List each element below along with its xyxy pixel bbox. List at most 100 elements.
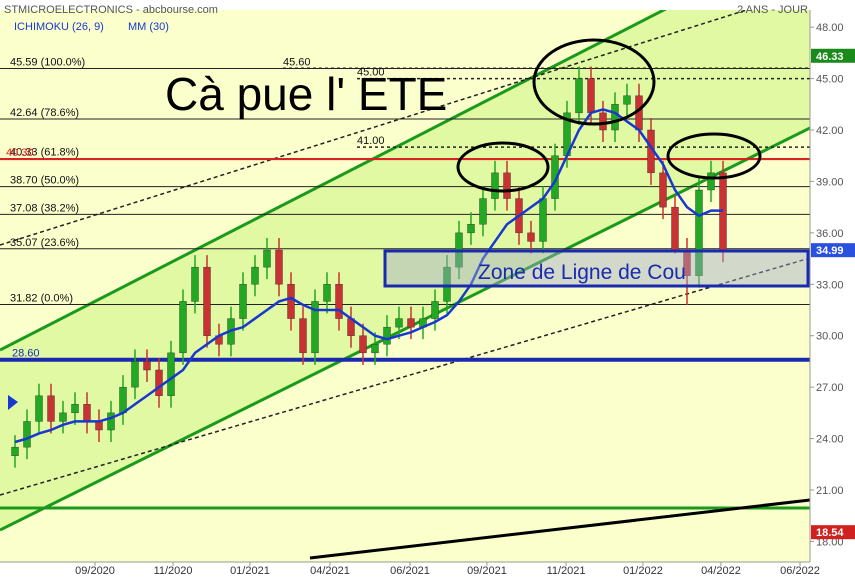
plot-area: 45.59 (100.0%) 42.64 (78.6%) 40.33 (61.8%)… xyxy=(0,10,810,562)
price-tag-label: 18.54 xyxy=(816,527,844,539)
candle-body xyxy=(479,198,487,225)
zone-annotation: Zone de Ligne de Cou xyxy=(478,261,686,284)
x-tick-label: 11/2021 xyxy=(547,565,586,577)
level-label: 45.60 xyxy=(283,56,311,68)
candle-body xyxy=(659,172,667,208)
neckline-zone xyxy=(383,249,810,288)
candle-body xyxy=(503,172,511,199)
price-tag xyxy=(811,48,855,63)
x-tick-label: 09/2021 xyxy=(467,565,507,577)
candle-body xyxy=(383,326,391,345)
candle-body xyxy=(707,172,715,191)
x-tick-label: 09/2020 xyxy=(75,565,115,577)
circle-right-shoulder xyxy=(666,132,762,180)
candle-body xyxy=(395,318,403,328)
title-annotation: Cà pue l' ETE xyxy=(165,68,447,120)
price-tag-label: 34.99 xyxy=(816,245,844,257)
candle-body xyxy=(599,112,607,131)
candle-body xyxy=(359,335,367,354)
level-label: 37.08 (38.2%) xyxy=(10,202,79,214)
candle-body xyxy=(491,172,499,199)
moving-average xyxy=(14,108,723,444)
candle-body xyxy=(131,361,139,388)
candle-body xyxy=(575,78,583,114)
price-tag xyxy=(811,525,855,540)
long-trend-line xyxy=(309,498,810,560)
x-tick-label: 06/2021 xyxy=(390,565,430,577)
header-title: STMICROELECTRONICS - abcbourse.com xyxy=(4,4,218,16)
candle-body xyxy=(23,421,31,448)
candle-body xyxy=(35,395,43,422)
x-tick-label: 06/2022 xyxy=(780,565,820,577)
y-tick-label: 42.00 xyxy=(816,125,844,137)
level-label: 38.70 (50.0%) xyxy=(10,175,79,187)
y-tick-label: 27.00 xyxy=(816,382,844,394)
candle-body xyxy=(47,395,55,422)
level-label: 45.00 xyxy=(357,67,385,79)
channel-fill xyxy=(0,10,810,530)
candle-body xyxy=(59,412,67,422)
candle-body xyxy=(83,404,91,422)
candle-body xyxy=(11,446,19,456)
y-tick-label: 36.00 xyxy=(816,228,844,240)
x-tick-label: 04/2021 xyxy=(310,565,350,577)
x-tick-label: 01/2022 xyxy=(623,565,663,577)
y-tick-label: 39.00 xyxy=(816,176,844,188)
candle-body xyxy=(527,232,535,242)
y-tick-label: 21.00 xyxy=(816,485,844,497)
candle-body xyxy=(311,301,319,354)
indicator-label: ICHIMOKU (26, 9) xyxy=(14,21,104,33)
channel-lower xyxy=(0,126,810,532)
candle-body xyxy=(695,189,703,276)
dashed-trend-lower xyxy=(0,257,810,496)
data-layer: 45.59 (100.0%) 42.64 (78.6%) 40.33 (61.8%)… xyxy=(0,56,810,468)
candle-body xyxy=(539,198,547,242)
candle-body xyxy=(299,318,307,354)
candle-body xyxy=(287,284,295,319)
level-label: 31.82 (0.0%) xyxy=(10,293,73,305)
price-tag-label: 46.33 xyxy=(816,51,844,63)
x-tick-label: 04/2022 xyxy=(701,565,741,577)
level-label: 40.33 (61.8%) xyxy=(10,147,79,159)
y-tick-label: 24.00 xyxy=(816,434,844,446)
candle-body xyxy=(251,266,259,285)
level-label: 40.30 xyxy=(6,147,34,159)
candle-body xyxy=(143,361,151,371)
y-tick-label: 45.00 xyxy=(816,74,844,86)
candle-body xyxy=(107,412,115,431)
x-tick-label: 11/2020 xyxy=(154,565,193,577)
candle-body xyxy=(191,266,199,302)
candle-body xyxy=(167,352,175,396)
candle-body xyxy=(371,344,379,354)
y-tick-label: 33.00 xyxy=(816,279,844,291)
legend-entry: MM (30) xyxy=(128,21,169,33)
level-label: 42.64 (78.6%) xyxy=(10,107,79,119)
y-tick-label: 30.00 xyxy=(816,331,844,343)
y-tick-label: 18.00 xyxy=(816,536,844,548)
candle-body xyxy=(335,284,343,319)
candle-body xyxy=(623,95,631,105)
level-label: 28.60 xyxy=(12,348,40,360)
candle-body xyxy=(431,301,439,319)
level-label: 35.07 (23.6%) xyxy=(10,237,79,249)
candle-body xyxy=(587,78,595,114)
price-tag xyxy=(811,243,855,258)
channel-upper xyxy=(0,10,667,352)
candle-body xyxy=(239,284,247,319)
candle-body xyxy=(323,284,331,302)
x-tick-label: 01/2021 xyxy=(230,565,270,577)
candle-body xyxy=(611,104,619,131)
candle-body xyxy=(155,369,163,396)
candle-body xyxy=(95,421,103,431)
candle-body xyxy=(275,249,283,285)
dashed-trend-upper xyxy=(0,10,749,246)
level-label: 45.59 (100.0%) xyxy=(10,56,85,68)
candle-body xyxy=(467,224,475,234)
header-period: 2 ANS - JOUR xyxy=(737,4,808,16)
candle-body xyxy=(407,318,415,328)
marker xyxy=(8,395,18,410)
candle-body xyxy=(551,155,559,199)
candle-body xyxy=(179,301,187,354)
candle-body xyxy=(119,386,127,414)
candle-body xyxy=(263,249,271,268)
